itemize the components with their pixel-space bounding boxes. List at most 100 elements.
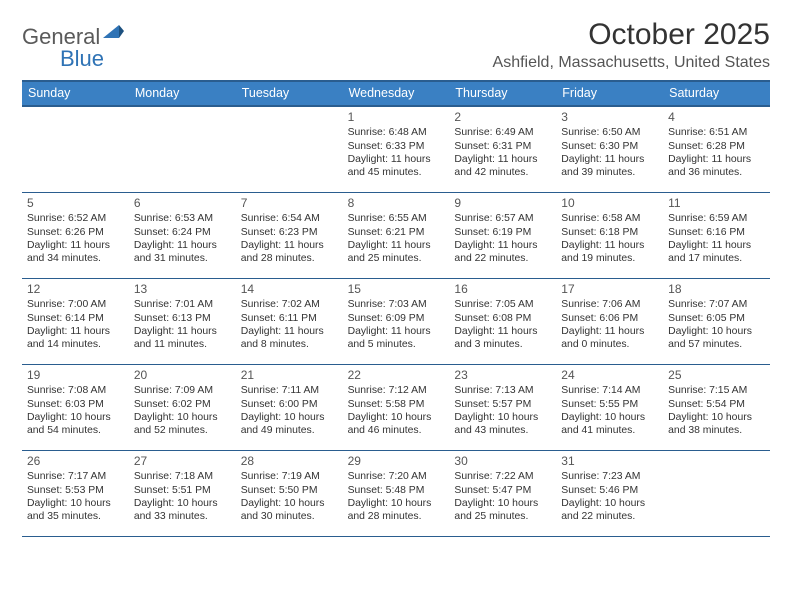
sunset-text: Sunset: 6:16 PM bbox=[668, 226, 765, 239]
sunset-text: Sunset: 6:30 PM bbox=[561, 140, 658, 153]
day-number: 14 bbox=[241, 282, 338, 297]
day-number: 15 bbox=[348, 282, 445, 297]
calendar-day-cell: 7Sunrise: 6:54 AMSunset: 6:23 PMDaylight… bbox=[236, 193, 343, 278]
weekday-header-row: SundayMondayTuesdayWednesdayThursdayFrid… bbox=[22, 80, 770, 107]
sunrise-text: Sunrise: 7:19 AM bbox=[241, 470, 338, 483]
calendar: SundayMondayTuesdayWednesdayThursdayFrid… bbox=[22, 80, 770, 537]
calendar-day-cell bbox=[236, 107, 343, 192]
day-number: 13 bbox=[134, 282, 231, 297]
daylight-text: Daylight: 11 hours and 36 minutes. bbox=[668, 153, 765, 180]
day-number: 22 bbox=[348, 368, 445, 383]
calendar-day-cell bbox=[663, 451, 770, 536]
weekday-header: Sunday bbox=[22, 82, 129, 105]
day-number: 4 bbox=[668, 110, 765, 125]
calendar-day-cell: 27Sunrise: 7:18 AMSunset: 5:51 PMDayligh… bbox=[129, 451, 236, 536]
daylight-text: Daylight: 10 hours and 49 minutes. bbox=[241, 411, 338, 438]
day-number: 31 bbox=[561, 454, 658, 469]
calendar-day-cell: 18Sunrise: 7:07 AMSunset: 6:05 PMDayligh… bbox=[663, 279, 770, 364]
sunset-text: Sunset: 6:06 PM bbox=[561, 312, 658, 325]
calendar-day-cell: 2Sunrise: 6:49 AMSunset: 6:31 PMDaylight… bbox=[449, 107, 556, 192]
daylight-text: Daylight: 11 hours and 25 minutes. bbox=[348, 239, 445, 266]
calendar-day-cell: 3Sunrise: 6:50 AMSunset: 6:30 PMDaylight… bbox=[556, 107, 663, 192]
logo-text-blue: Blue bbox=[60, 46, 125, 72]
daylight-text: Daylight: 11 hours and 0 minutes. bbox=[561, 325, 658, 352]
daylight-text: Daylight: 11 hours and 42 minutes. bbox=[454, 153, 551, 180]
daylight-text: Daylight: 11 hours and 39 minutes. bbox=[561, 153, 658, 180]
sunset-text: Sunset: 6:05 PM bbox=[668, 312, 765, 325]
sunset-text: Sunset: 6:08 PM bbox=[454, 312, 551, 325]
daylight-text: Daylight: 11 hours and 17 minutes. bbox=[668, 239, 765, 266]
sunset-text: Sunset: 5:51 PM bbox=[134, 484, 231, 497]
daylight-text: Daylight: 10 hours and 43 minutes. bbox=[454, 411, 551, 438]
daylight-text: Daylight: 11 hours and 3 minutes. bbox=[454, 325, 551, 352]
day-number: 18 bbox=[668, 282, 765, 297]
day-number: 2 bbox=[454, 110, 551, 125]
calendar-day-cell: 10Sunrise: 6:58 AMSunset: 6:18 PMDayligh… bbox=[556, 193, 663, 278]
sunrise-text: Sunrise: 7:15 AM bbox=[668, 384, 765, 397]
sunrise-text: Sunrise: 7:22 AM bbox=[454, 470, 551, 483]
sunrise-text: Sunrise: 7:13 AM bbox=[454, 384, 551, 397]
sunrise-text: Sunrise: 6:57 AM bbox=[454, 212, 551, 225]
sunrise-text: Sunrise: 6:55 AM bbox=[348, 212, 445, 225]
calendar-day-cell bbox=[129, 107, 236, 192]
daylight-text: Daylight: 10 hours and 54 minutes. bbox=[27, 411, 124, 438]
daylight-text: Daylight: 10 hours and 35 minutes. bbox=[27, 497, 124, 524]
sunset-text: Sunset: 6:11 PM bbox=[241, 312, 338, 325]
daylight-text: Daylight: 10 hours and 41 minutes. bbox=[561, 411, 658, 438]
page-title: October 2025 bbox=[493, 18, 770, 52]
daylight-text: Daylight: 11 hours and 45 minutes. bbox=[348, 153, 445, 180]
daylight-text: Daylight: 10 hours and 22 minutes. bbox=[561, 497, 658, 524]
sunset-text: Sunset: 6:13 PM bbox=[134, 312, 231, 325]
sunset-text: Sunset: 6:14 PM bbox=[27, 312, 124, 325]
sunset-text: Sunset: 6:33 PM bbox=[348, 140, 445, 153]
day-number: 24 bbox=[561, 368, 658, 383]
sunrise-text: Sunrise: 7:14 AM bbox=[561, 384, 658, 397]
sunrise-text: Sunrise: 7:01 AM bbox=[134, 298, 231, 311]
sunrise-text: Sunrise: 7:06 AM bbox=[561, 298, 658, 311]
calendar-day-cell: 23Sunrise: 7:13 AMSunset: 5:57 PMDayligh… bbox=[449, 365, 556, 450]
calendar-body: 1Sunrise: 6:48 AMSunset: 6:33 PMDaylight… bbox=[22, 107, 770, 537]
day-number: 20 bbox=[134, 368, 231, 383]
sunset-text: Sunset: 5:53 PM bbox=[27, 484, 124, 497]
calendar-week-row: 26Sunrise: 7:17 AMSunset: 5:53 PMDayligh… bbox=[22, 451, 770, 537]
sunrise-text: Sunrise: 7:18 AM bbox=[134, 470, 231, 483]
sunset-text: Sunset: 6:18 PM bbox=[561, 226, 658, 239]
sunset-text: Sunset: 5:47 PM bbox=[454, 484, 551, 497]
daylight-text: Daylight: 10 hours and 33 minutes. bbox=[134, 497, 231, 524]
sunset-text: Sunset: 6:19 PM bbox=[454, 226, 551, 239]
daylight-text: Daylight: 10 hours and 30 minutes. bbox=[241, 497, 338, 524]
sunset-text: Sunset: 5:50 PM bbox=[241, 484, 338, 497]
sunrise-text: Sunrise: 6:58 AM bbox=[561, 212, 658, 225]
daylight-text: Daylight: 11 hours and 5 minutes. bbox=[348, 325, 445, 352]
day-number: 16 bbox=[454, 282, 551, 297]
sunrise-text: Sunrise: 6:50 AM bbox=[561, 126, 658, 139]
calendar-day-cell: 16Sunrise: 7:05 AMSunset: 6:08 PMDayligh… bbox=[449, 279, 556, 364]
calendar-day-cell: 6Sunrise: 6:53 AMSunset: 6:24 PMDaylight… bbox=[129, 193, 236, 278]
day-number: 1 bbox=[348, 110, 445, 125]
weekday-header: Thursday bbox=[449, 82, 556, 105]
calendar-day-cell: 26Sunrise: 7:17 AMSunset: 5:53 PMDayligh… bbox=[22, 451, 129, 536]
calendar-week-row: 12Sunrise: 7:00 AMSunset: 6:14 PMDayligh… bbox=[22, 279, 770, 365]
calendar-day-cell: 17Sunrise: 7:06 AMSunset: 6:06 PMDayligh… bbox=[556, 279, 663, 364]
day-number: 29 bbox=[348, 454, 445, 469]
day-number: 28 bbox=[241, 454, 338, 469]
location-text: Ashfield, Massachusetts, United States bbox=[493, 54, 770, 72]
logo-mark-icon bbox=[103, 24, 125, 45]
sunrise-text: Sunrise: 6:54 AM bbox=[241, 212, 338, 225]
daylight-text: Daylight: 11 hours and 34 minutes. bbox=[27, 239, 124, 266]
sunrise-text: Sunrise: 6:48 AM bbox=[348, 126, 445, 139]
calendar-day-cell: 4Sunrise: 6:51 AMSunset: 6:28 PMDaylight… bbox=[663, 107, 770, 192]
calendar-week-row: 1Sunrise: 6:48 AMSunset: 6:33 PMDaylight… bbox=[22, 107, 770, 193]
sunrise-text: Sunrise: 6:52 AM bbox=[27, 212, 124, 225]
sunset-text: Sunset: 6:02 PM bbox=[134, 398, 231, 411]
weekday-header: Saturday bbox=[663, 82, 770, 105]
calendar-day-cell: 1Sunrise: 6:48 AMSunset: 6:33 PMDaylight… bbox=[343, 107, 450, 192]
sunset-text: Sunset: 5:48 PM bbox=[348, 484, 445, 497]
daylight-text: Daylight: 11 hours and 11 minutes. bbox=[134, 325, 231, 352]
daylight-text: Daylight: 10 hours and 46 minutes. bbox=[348, 411, 445, 438]
calendar-day-cell: 30Sunrise: 7:22 AMSunset: 5:47 PMDayligh… bbox=[449, 451, 556, 536]
calendar-day-cell: 21Sunrise: 7:11 AMSunset: 6:00 PMDayligh… bbox=[236, 365, 343, 450]
day-number: 27 bbox=[134, 454, 231, 469]
day-number: 21 bbox=[241, 368, 338, 383]
calendar-day-cell: 24Sunrise: 7:14 AMSunset: 5:55 PMDayligh… bbox=[556, 365, 663, 450]
